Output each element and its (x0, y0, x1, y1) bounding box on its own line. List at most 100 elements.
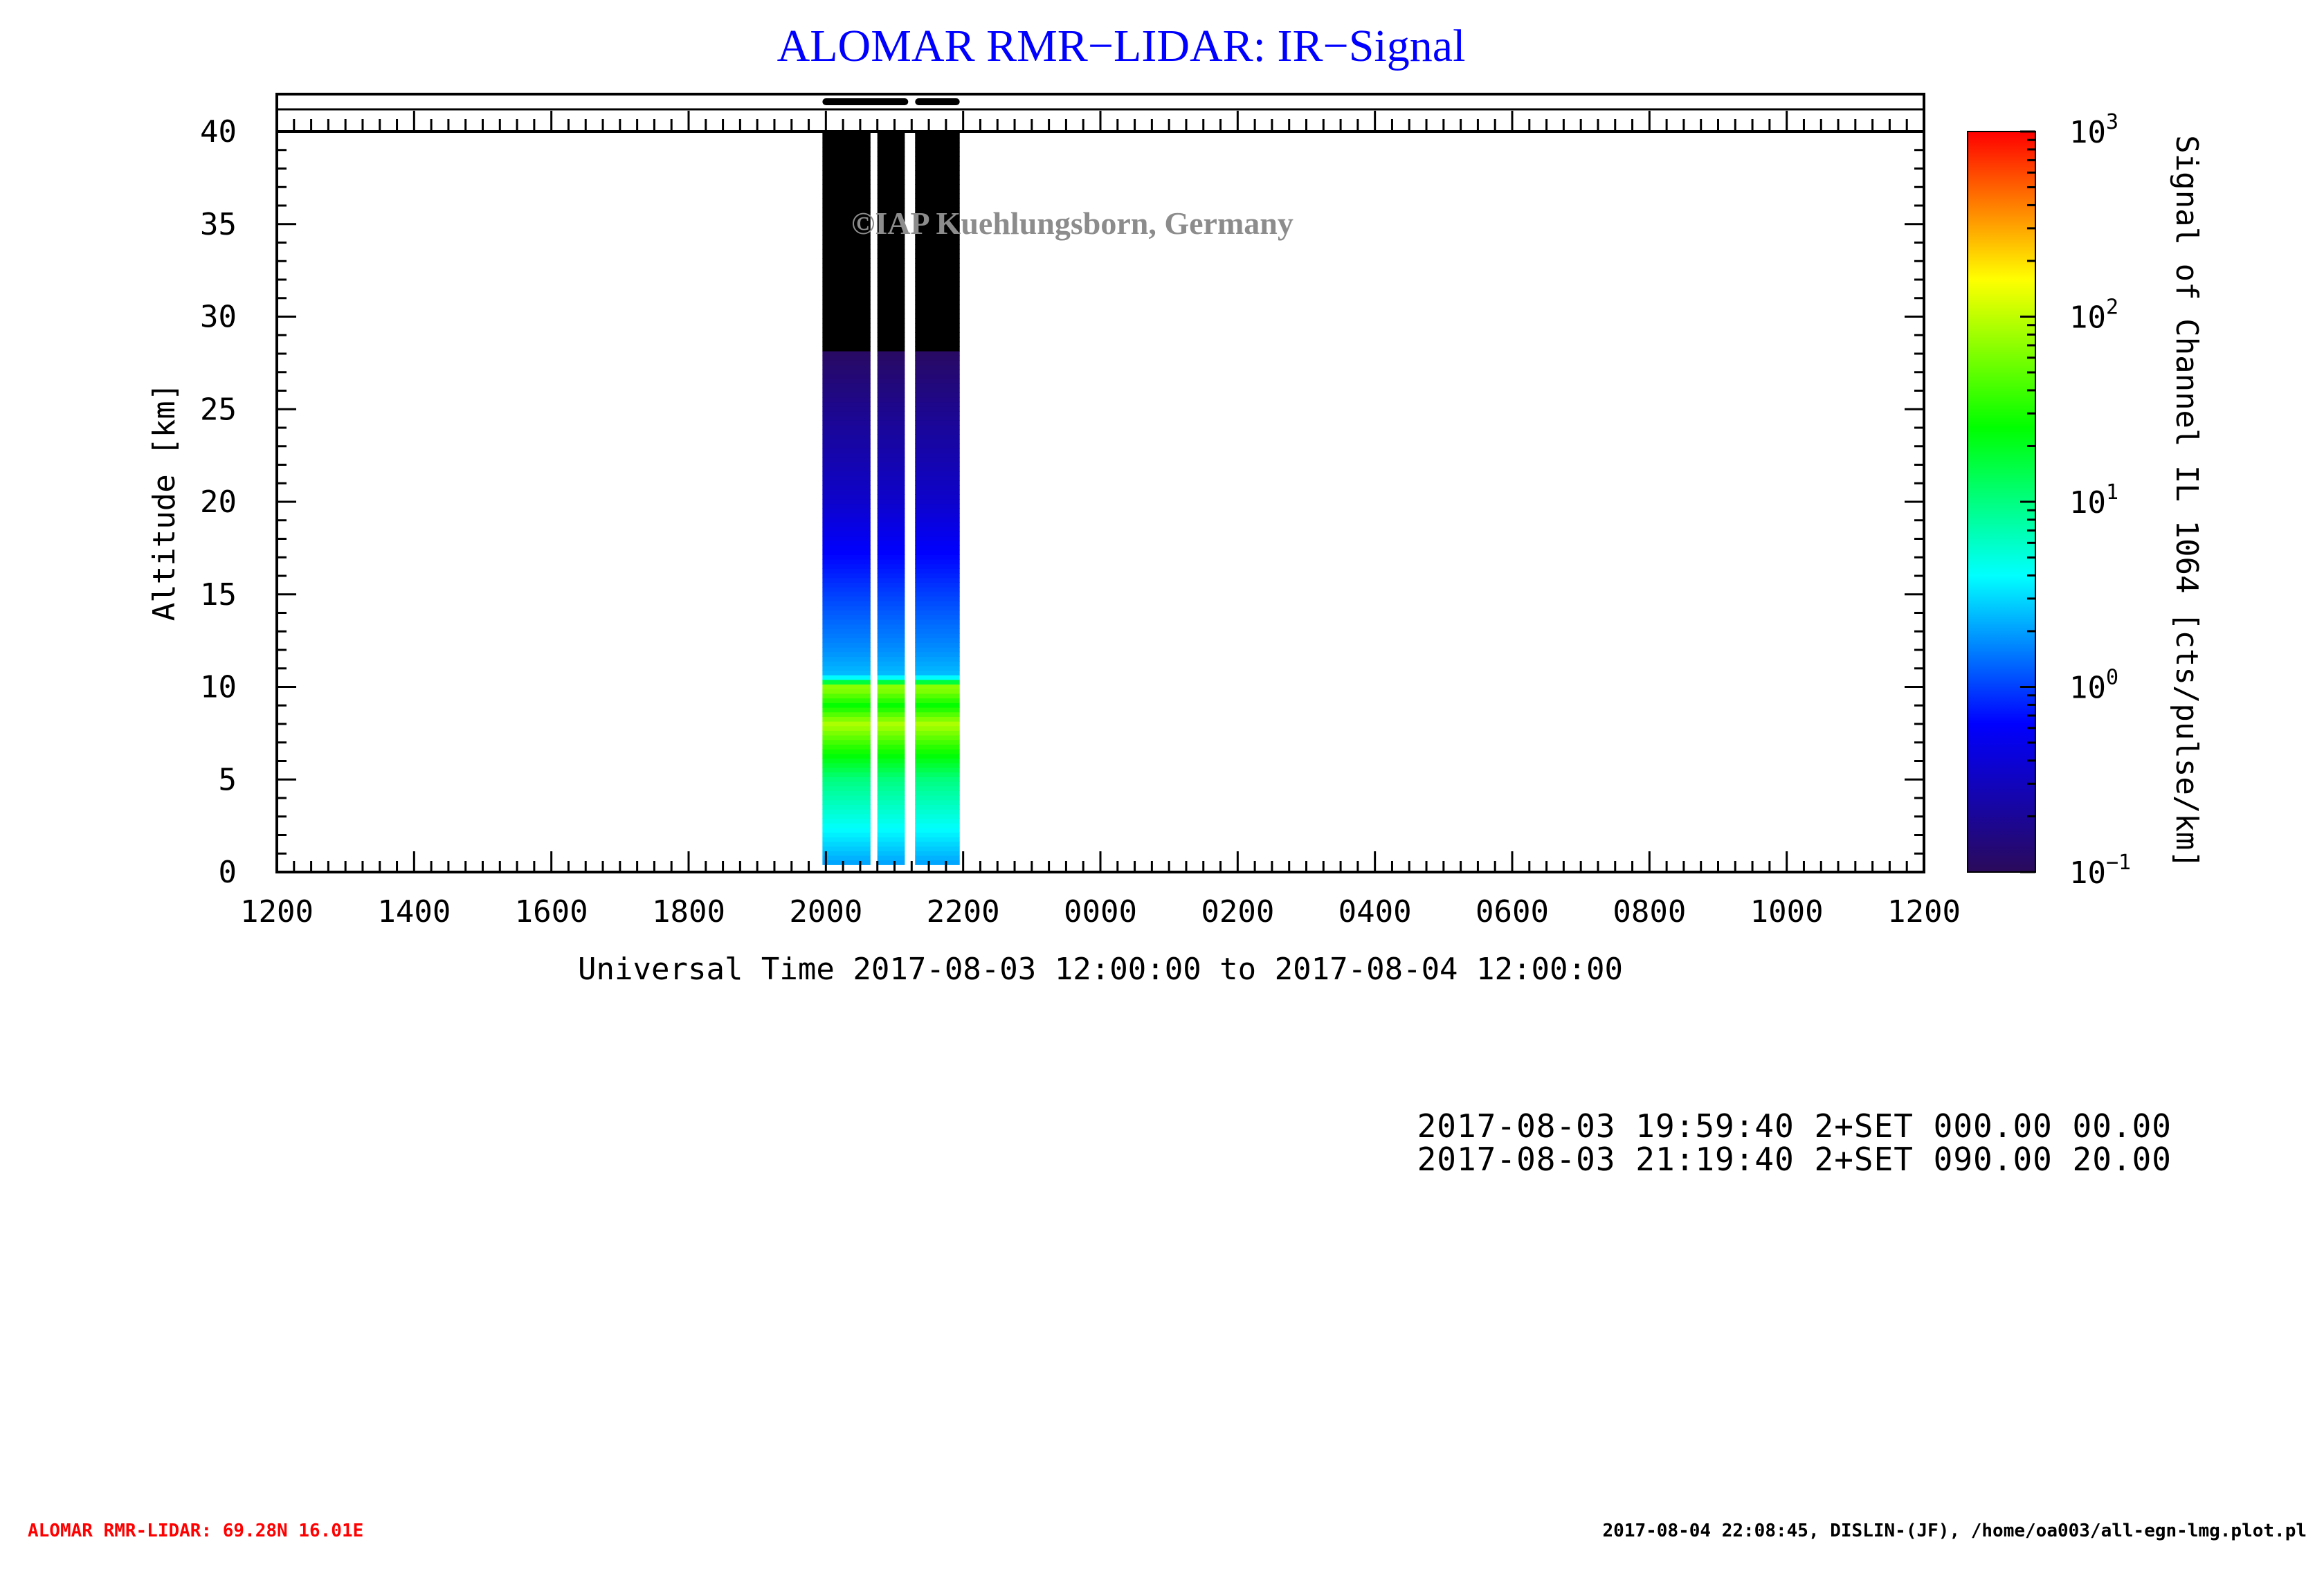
heatmap-cell (822, 202, 871, 208)
heatmap-cell (877, 637, 905, 643)
heatmap-cell (822, 536, 871, 541)
heatmap-cell (877, 244, 905, 250)
heatmap-cell (877, 300, 905, 305)
y-tick-label: 40 (200, 114, 237, 149)
heatmap-cell (877, 424, 905, 430)
heatmap-cell (822, 823, 871, 828)
y-tick-label: 0 (219, 855, 237, 890)
heatmap-cell (822, 230, 871, 236)
heatmap-cell (915, 341, 960, 347)
heatmap-cell (915, 554, 960, 560)
heatmap-cell (915, 646, 960, 653)
x-axis-label: Universal Time 2017-08-03 12:00:00 to 20… (578, 952, 1623, 987)
heatmap-cell (877, 527, 905, 532)
heatmap-cell (877, 619, 905, 625)
heatmap-cell (822, 730, 871, 736)
heatmap-cell (877, 336, 905, 343)
heatmap-cell (915, 702, 960, 708)
heatmap-cell (877, 489, 905, 495)
heatmap-cell (822, 767, 871, 773)
heatmap-cell (915, 336, 960, 343)
heatmap-cell (877, 522, 905, 527)
heatmap-cell (877, 799, 905, 805)
heatmap-cell (822, 541, 871, 546)
heatmap-cell (822, 568, 871, 574)
heatmap-cell (877, 656, 905, 662)
heatmap-cell (822, 212, 871, 217)
heatmap-cell (915, 276, 960, 282)
heatmap-cell (915, 355, 960, 361)
heatmap-cell (915, 513, 960, 518)
heatmap-cell (822, 235, 871, 241)
heatmap-cell (915, 424, 960, 430)
heatmap-cell (915, 360, 960, 365)
heatmap-cell (877, 832, 905, 837)
heatmap-cell (822, 799, 871, 805)
heatmap-cell (822, 624, 871, 629)
heatmap-cell (822, 471, 871, 477)
heatmap-cell (822, 656, 871, 662)
heatmap-cell (915, 207, 960, 212)
heatmap-cell (877, 837, 905, 842)
heatmap-cell (915, 605, 960, 611)
heatmap-cell (877, 383, 905, 389)
heatmap-cell (877, 439, 905, 444)
heatmap-cell (822, 147, 871, 153)
heatmap-cell (877, 286, 905, 291)
heatmap-cell (915, 332, 960, 338)
heatmap-cell (822, 596, 871, 601)
heatmap-cell (822, 489, 871, 495)
heatmap-cell (822, 809, 871, 815)
heatmap-cell (915, 651, 960, 657)
y-tick-label: 15 (200, 577, 237, 613)
heatmap-cell (822, 258, 871, 264)
heatmap-cell (877, 156, 905, 162)
heatmap-cell (822, 239, 871, 245)
heatmap-cell (877, 369, 905, 375)
heatmap-cell (822, 763, 871, 768)
x-tick-label: 1600 (515, 894, 588, 929)
heatmap-cell (822, 827, 871, 833)
heatmap-cell (822, 336, 871, 343)
heatmap-cell (877, 388, 905, 393)
heatmap-cell (822, 572, 871, 579)
heatmap-cell (822, 804, 871, 810)
heatmap-cell (877, 758, 905, 763)
heatmap-cell (877, 184, 905, 190)
heatmap-cell (877, 554, 905, 560)
heatmap-cell (822, 305, 871, 310)
heatmap-cell (915, 610, 960, 615)
heatmap-cell (822, 401, 871, 407)
heatmap-cell (915, 179, 960, 185)
heatmap-cell (915, 388, 960, 393)
heatmap-cell (915, 379, 960, 384)
heatmap-cell (822, 369, 871, 375)
heatmap-cell (822, 188, 871, 194)
heatmap-cell (915, 300, 960, 305)
heatmap-cell (877, 494, 905, 500)
heatmap-cell (822, 781, 871, 787)
heatmap-cell (877, 786, 905, 791)
heatmap-cell (822, 439, 871, 444)
heatmap-cell (915, 503, 960, 509)
heatmap-cell (822, 610, 871, 615)
heatmap-cell (877, 217, 905, 222)
heatmap-cell (915, 193, 960, 199)
heatmap-cell (877, 767, 905, 773)
colorbar-tick-exponent: 2 (2106, 296, 2118, 320)
heatmap-cell (822, 628, 871, 634)
heatmap-cell (877, 202, 905, 208)
heatmap-cell (822, 434, 871, 439)
heatmap-cell (915, 272, 960, 278)
heatmap-cell (877, 846, 905, 851)
observation-bar (822, 98, 909, 105)
heatmap-cell (822, 281, 871, 287)
heatmap-cell (877, 332, 905, 338)
heatmap-cell (915, 693, 960, 699)
x-tick-label: 2000 (789, 894, 862, 929)
x-tick-label: 0600 (1476, 894, 1549, 929)
heatmap-cell (877, 725, 905, 731)
heatmap-cell (822, 577, 871, 583)
heatmap-cell (822, 327, 871, 333)
heatmap-cell (822, 786, 871, 791)
